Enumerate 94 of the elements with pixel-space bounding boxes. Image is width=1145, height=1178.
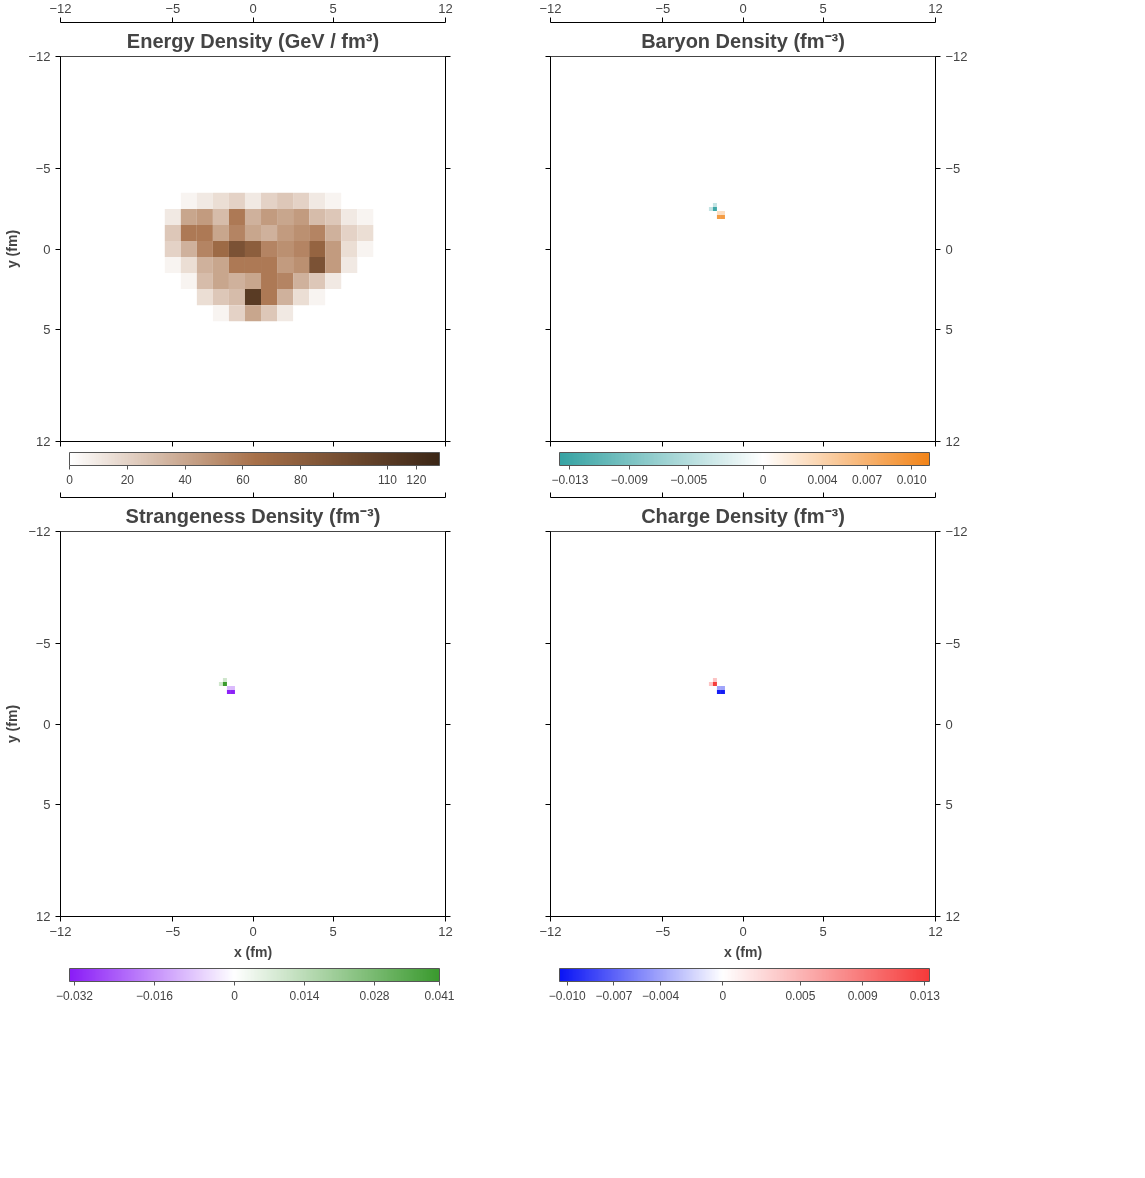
y-axis-title: y (fm): [4, 704, 21, 744]
x-tick-label: 12: [928, 0, 943, 16]
x-tick-label: 5: [329, 923, 337, 939]
x-tick-label: 0: [739, 0, 747, 16]
y-tick-label: 0: [945, 241, 953, 257]
color-bar-label: 0.014: [289, 988, 320, 1003]
color-bar-label: −0.004: [642, 988, 680, 1003]
color-bar-label: 0.005: [785, 988, 816, 1003]
chart-title: Charge Density (fm⁻³): [641, 504, 845, 527]
point: [230, 685, 235, 690]
point: [708, 681, 713, 686]
point: [720, 685, 725, 690]
point: [716, 214, 721, 219]
y-tick-label: −5: [35, 161, 51, 177]
color-bar-label: 0.028: [359, 988, 390, 1003]
y-tick-label: 5: [43, 796, 51, 812]
point: [222, 677, 227, 682]
x-tick-label: 0: [249, 923, 257, 939]
x-axis-title: x (fm): [233, 943, 273, 960]
point: [218, 681, 223, 686]
point: [230, 689, 235, 694]
point: [226, 689, 231, 694]
point: [716, 689, 721, 694]
y-tick-label: 12: [36, 434, 51, 449]
x-tick-label: 5: [819, 923, 827, 939]
color-bar-label: 0: [759, 472, 767, 487]
color-bar-label: 0: [231, 988, 239, 1003]
point: [712, 206, 717, 211]
x-tick-label: 5: [329, 0, 337, 16]
x-tick-label: 12: [438, 0, 453, 16]
y-tick-label: 0: [43, 716, 51, 732]
point: [712, 677, 717, 682]
point: [716, 210, 721, 215]
x-tick-label: −5: [165, 923, 181, 939]
y-tick-label: 12: [945, 909, 960, 924]
x-tick-label: −5: [655, 0, 671, 16]
color-bar-label: 0.007: [852, 472, 883, 487]
point: [708, 206, 713, 211]
color-bar-label: 0.013: [909, 988, 941, 1003]
point: [712, 202, 717, 207]
y-tick-label: −5: [945, 161, 961, 177]
y-tick-label: 5: [945, 796, 953, 812]
color-bar-label: −0.010: [548, 988, 587, 1003]
y-tick-label: 5: [945, 321, 953, 337]
color-bar-label: −0.007: [595, 988, 633, 1003]
x-tick-label: −12: [539, 923, 562, 939]
y-tick-label: 0: [945, 716, 953, 732]
y-tick-label: −12: [28, 49, 51, 64]
x-tick-label: 0: [249, 0, 257, 16]
x-tick-label: −5: [165, 0, 181, 16]
color-bar-label: −0.013: [551, 472, 589, 487]
chart-title: Energy Density (GeV / fm³): [126, 29, 380, 52]
color-bar-label: −0.016: [135, 988, 174, 1003]
chart-title: Strangeness Density (fm⁻³): [125, 504, 381, 527]
point: [720, 689, 725, 694]
x-axis-title: x (fm): [723, 943, 763, 960]
color-bar-label: 0: [719, 988, 727, 1003]
color-bar-label: 40: [178, 472, 193, 487]
y-tick-label: −12: [945, 524, 968, 539]
chart-title: Baryon Density (fm⁻³): [641, 29, 845, 52]
y-tick-label: −12: [28, 524, 51, 539]
y-tick-label: 12: [945, 434, 960, 449]
y-tick-label: −5: [945, 636, 961, 652]
color-bar-label: 0.004: [807, 472, 838, 487]
y-tick-label: −12: [945, 49, 968, 64]
point: [720, 214, 725, 219]
y-tick-label: 12: [36, 909, 51, 924]
color-bar-label: 110: [377, 472, 398, 487]
x-tick-label: −5: [655, 923, 671, 939]
color-bar-label: 0.041: [424, 988, 455, 1003]
color-bar-label: −0.005: [670, 472, 708, 487]
x-tick-label: 12: [438, 923, 453, 939]
point: [226, 685, 231, 690]
color-bar-label: 20: [120, 472, 135, 487]
color-bar-label: 0.009: [847, 988, 878, 1003]
x-tick-label: −12: [539, 0, 562, 16]
color-bar-label: −0.032: [55, 988, 94, 1003]
point: [222, 681, 227, 686]
color-bar-label: 80: [294, 472, 308, 487]
x-tick-label: 5: [819, 0, 827, 16]
y-tick-label: 0: [43, 241, 51, 257]
point: [712, 681, 717, 686]
color-bar-label: −0.009: [610, 472, 649, 487]
color-bar-label: 60: [236, 472, 250, 487]
y-axis-title: y (fm): [4, 229, 21, 269]
color-bar-label: 0.010: [896, 472, 928, 487]
x-tick-label: 0: [739, 923, 747, 939]
y-tick-label: −5: [35, 636, 51, 652]
point: [716, 685, 721, 690]
point: [720, 210, 725, 215]
x-tick-label: 12: [928, 923, 943, 939]
color-bar-label: 120: [406, 472, 427, 487]
y-tick-label: 5: [43, 321, 51, 337]
color-bar-label: 0: [66, 472, 74, 487]
